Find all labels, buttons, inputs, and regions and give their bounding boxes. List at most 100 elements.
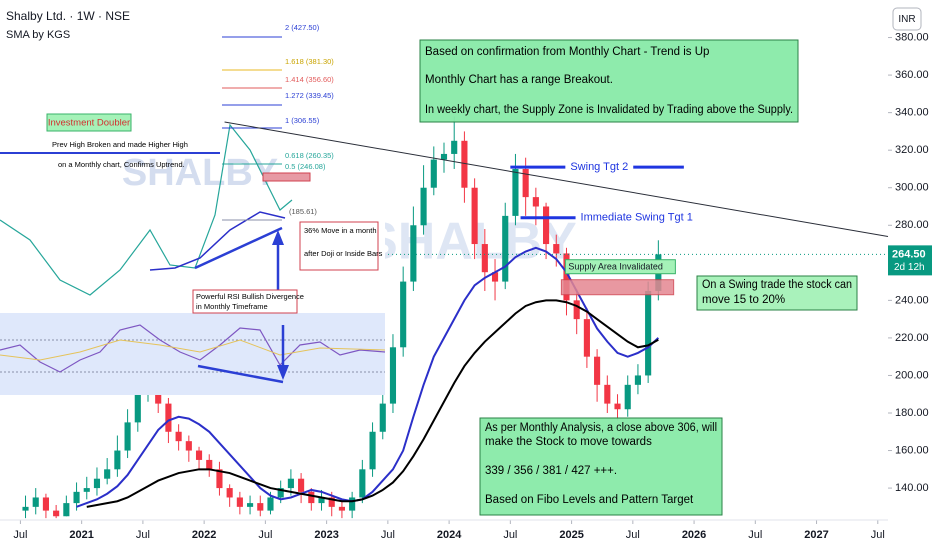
candle-body [22,506,29,511]
y-tick-label: 160.00 [895,444,929,456]
fib-label: 0.618 (260.35) [285,151,334,160]
inset-note: Prev High Broken and made Higher High [52,140,188,149]
fib-labels: 2 (427.50) 1.618 (381.30) 1.414 (356.60) 1.… [285,23,334,216]
fib-label: (185.61) [289,207,317,216]
inset-note: 36% Move in a month [304,226,377,235]
inset-supply [262,172,311,182]
label-bg [575,210,698,225]
rsi-line [0,324,386,373]
note-text: Monthly Chart has a range Breakout. [425,74,613,86]
candle-body [389,347,397,404]
countdown: 2d 12h [894,262,925,273]
fib-label: 1.272 (339.45) [285,91,334,100]
note-text: Based on Fibo Levels and Pattern Target [485,494,694,506]
fib-label: 1.414 (356.60) [285,75,334,84]
candle-body [451,140,458,154]
candle-body [430,159,437,188]
note-text: Based on confirmation from Monthly Chart… [425,46,709,58]
x-tick-label: Jul [258,529,272,541]
watermark: SHALBY [363,213,577,271]
candle-body [236,497,243,507]
indicator-name: SMA by KGS [6,29,70,41]
rsi-signal [0,339,386,361]
candle-body [583,319,590,357]
candle-body [83,488,90,492]
candle-body [471,187,478,245]
candle-body [543,206,550,245]
candle-body [216,469,223,489]
arrow-head [272,230,284,245]
candle-body [73,491,80,504]
candle-body [206,459,213,470]
y-tick-label: 320.00 [895,144,929,156]
y-tick-label: 200.00 [895,369,929,381]
candle-body [522,168,529,198]
x-tick-label: Jul [13,529,27,541]
inset-sma [149,211,286,271]
inset-note: after Doji or Inside Bars [304,249,383,258]
note-box [479,417,723,516]
x-tick-label: 2024 [437,529,462,541]
sma-line [86,299,659,508]
candle-body [267,497,274,511]
arrow-head [277,365,289,380]
candle-body [53,510,60,517]
note-text: On a Swing trade the stock can [702,279,852,291]
candle-body [63,503,70,517]
label-bg [564,259,676,275]
rsi-panel [0,313,385,395]
candle-body [461,140,468,188]
candle-body [594,356,601,385]
x-tick-label: Jul [871,529,885,541]
candle-body [104,469,111,479]
inset-note: in Monthly Timeframe [196,302,268,311]
inset-note: on a Monthly chart, Confirms Uptrend. [58,160,185,169]
candle-body [124,422,131,451]
fib-label: 1.618 (381.30) [285,57,334,66]
candle-body [400,281,407,348]
candle-body [624,384,631,410]
target-label: Swing Tgt 2 [570,161,628,173]
candle-body [553,244,560,254]
badge-box [46,113,132,132]
y-tick-label: 380.00 [895,31,929,43]
x-tick-label: 2022 [192,529,216,541]
x-tick-label: 2026 [682,529,706,541]
price-badge [888,245,932,276]
candle-body [502,215,509,282]
note-box [299,221,379,271]
candle-body [277,488,284,498]
candle-body [195,450,203,460]
currency[interactable]: INR [898,14,915,25]
y-tick-label: 280.00 [895,219,929,231]
candle-body [634,375,641,385]
y-tick-label: 180.00 [895,407,929,419]
target-label: Immediate Swing Tgt 1 [581,212,693,224]
y-tick-label: 220.00 [895,332,929,344]
candle-body [481,244,488,273]
fib-label: 0.5 (246.08) [285,162,326,171]
candle-body [257,503,264,511]
candle-body [604,384,611,404]
label-bg [565,160,634,175]
y-tick-label: 360.00 [895,69,929,81]
candle-body [185,441,192,451]
candle-body [379,403,386,432]
candle-body [532,197,539,207]
note-text: 339 / 356 / 381 / 427 +++. [485,465,617,477]
candle-body [318,497,325,504]
supply-zone [560,279,675,296]
candle-body [614,403,621,410]
candle-body [338,506,345,511]
inset-chart: SHALBY Investment Doubler Prev High Brok… [0,0,386,395]
candle-body [308,491,315,504]
y-tick-label: 140.00 [895,482,929,494]
candle-body [247,503,254,507]
candle-body [410,225,417,282]
trendline [224,121,889,238]
candle-body [645,290,652,376]
candle-body [175,431,182,442]
divergence-line [197,364,284,384]
currency-button[interactable] [892,7,922,31]
support-line [194,226,283,270]
